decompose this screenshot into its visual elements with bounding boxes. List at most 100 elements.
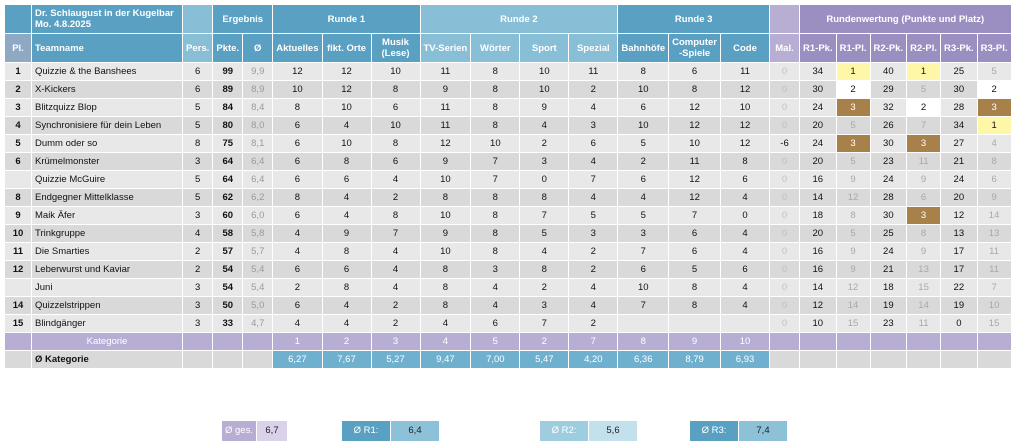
category-score-3: 2: [371, 315, 420, 332]
r3-place: 7: [977, 279, 1011, 296]
category-score-1: 6: [273, 207, 322, 224]
avg-spacer: [836, 351, 870, 368]
malus-cell: 0: [770, 207, 800, 224]
category-score-4: 4: [420, 315, 471, 332]
category-score-9: 8: [669, 297, 721, 314]
place-cell: 15: [5, 315, 31, 332]
column-header-r2-pl: R2-Pl.: [907, 34, 941, 62]
r1-points: 16: [800, 243, 836, 260]
category-score-3: 8: [371, 207, 420, 224]
category-score-7: 2: [569, 261, 618, 278]
r2-place: 13: [907, 261, 941, 278]
category-score-10: 4: [721, 297, 770, 314]
category-score-8: 7: [618, 243, 669, 260]
category-score-9: 12: [669, 189, 721, 206]
column-header-bahnhöfe: Bahnhöfe: [618, 34, 669, 62]
category-score-10: 10: [721, 99, 770, 116]
malus-cell: 0: [770, 63, 800, 80]
persons-cell: 2: [183, 261, 213, 278]
r2-place: 2: [907, 99, 941, 116]
category-score-6: 5: [520, 225, 569, 242]
column-header-tv-serien: TV-Serien: [420, 34, 471, 62]
r2-points: 25: [870, 225, 907, 242]
avg-spacer: [977, 351, 1011, 368]
column-header-r3-pl: R3-Pl.: [977, 34, 1011, 62]
category-score-5: 8: [471, 81, 520, 98]
persons-cell: 5: [183, 117, 213, 134]
category-score-3: 10: [371, 63, 420, 80]
average-cell: 8,1: [243, 135, 273, 152]
r3-place: 15: [977, 315, 1011, 332]
table-row: 6 Krümelmonster 3 64 6,4 6 8 6 9 7 3 4 2 11 8 0 20 5 23 11 2…: [5, 153, 1011, 170]
r2-points: 23: [870, 315, 907, 332]
avg-kategorie-value-1: 6,27: [273, 351, 322, 368]
category-score-8: 2: [618, 153, 669, 170]
malus-cell: 0: [770, 189, 800, 206]
r2-points: 30: [870, 207, 907, 224]
average-cell: 5,8: [243, 225, 273, 242]
r3-points: 34: [941, 117, 977, 134]
malus-cell: 0: [770, 315, 800, 332]
table-row: 8 Endgegner Mittelklasse 5 62 6,2 8 4 2 8 8 8 4 4 12 4…: [5, 189, 1011, 206]
summary-label-3: Ø R2:: [540, 421, 588, 441]
table-row: 11 Die Smarties 2 57 5,7 4 8 4 10 8 4 2 7 6 4 0 16 9 24 9 17…: [5, 243, 1011, 260]
r1-place: 15: [836, 315, 870, 332]
team-name: Dumm oder so: [32, 135, 182, 152]
r1-place: 1: [836, 63, 870, 80]
r1-place: 12: [836, 189, 870, 206]
category-score-10: 4: [721, 243, 770, 260]
table-row: 3 Blitzquizz Blop 5 84 8,4 8 10 6 11 8 9 4 6 12 10 0 24 3…: [5, 99, 1011, 116]
category-score-3: 6: [371, 99, 420, 116]
r1-place: 5: [836, 117, 870, 134]
team-name: Quizzelstrippen: [32, 297, 182, 314]
r2-points: 32: [870, 99, 907, 116]
team-name: Synchronisiere für dein Leben: [32, 117, 182, 134]
r3-points: 17: [941, 261, 977, 278]
r2-points: 26: [870, 117, 907, 134]
r3-points: 12: [941, 207, 977, 224]
r3-place: 14: [977, 207, 1011, 224]
malus-cell: 0: [770, 171, 800, 188]
summary-value-1: 6,7: [257, 421, 287, 441]
r3-place: 8: [977, 153, 1011, 170]
kategorie-spacer: [870, 333, 907, 350]
team-name: Die Smarties: [32, 243, 182, 260]
r2-place: 6: [907, 189, 941, 206]
r2-points: 23: [870, 153, 907, 170]
category-score-1: 6: [273, 117, 322, 134]
place-cell: 2: [5, 81, 31, 98]
category-score-4: 12: [420, 135, 471, 152]
category-score-4: 9: [420, 81, 471, 98]
category-score-1: 8: [273, 99, 322, 116]
category-score-6: 4: [520, 243, 569, 260]
malus-cell: 0: [770, 225, 800, 242]
r1-place: 9: [836, 261, 870, 278]
avg-kategorie-value-4: 9,47: [420, 351, 471, 368]
column-header-r1-pk: R1-Pk.: [800, 34, 836, 62]
column-header-fikt-orte: fikt. Orte: [322, 34, 371, 62]
group-ergebnis: Ergebnis: [213, 5, 273, 33]
category-score-10: 11: [721, 63, 770, 80]
r3-place: 9: [977, 189, 1011, 206]
place-cell: 14: [5, 297, 31, 314]
r2-place: 14: [907, 297, 941, 314]
points-cell: 89: [213, 81, 243, 98]
r1-place: 3: [836, 135, 870, 152]
category-score-3: 4: [371, 171, 420, 188]
category-score-10: 4: [721, 279, 770, 296]
avg-kategorie-value-7: 4,20: [569, 351, 618, 368]
column-header-: Ø: [243, 34, 273, 62]
persons-cell: 3: [183, 207, 213, 224]
table-row: 10 Trinkgruppe 4 58 5,8 4 9 7 9 8 5 3 3 6 4 0 20 5 25 8 13 13: [5, 225, 1011, 242]
category-score-6: 2: [520, 135, 569, 152]
r3-points: 13: [941, 225, 977, 242]
category-score-3: 2: [371, 297, 420, 314]
category-score-10: 4: [721, 189, 770, 206]
category-score-3: 4: [371, 243, 420, 260]
category-score-7: 2: [569, 243, 618, 260]
r1-points: 16: [800, 171, 836, 188]
category-score-10: 12: [721, 117, 770, 134]
table-row: 4 Synchronisiere für dein Leben 5 80 8,0 6 4 10…: [5, 117, 1011, 134]
kategorie-spacer: [770, 333, 800, 350]
r1-place: 9: [836, 171, 870, 188]
